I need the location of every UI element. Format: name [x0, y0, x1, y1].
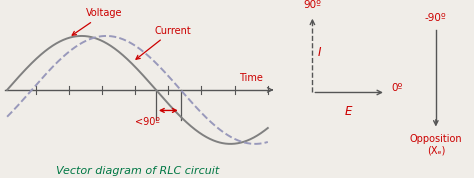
- Text: 0º: 0º: [392, 83, 403, 93]
- Text: 90º: 90º: [303, 0, 321, 10]
- Text: Opposition
(Xₑ): Opposition (Xₑ): [410, 134, 462, 155]
- Text: Time: Time: [239, 74, 263, 83]
- Text: E: E: [345, 105, 353, 118]
- Text: Vector diagram of RLC circuit: Vector diagram of RLC circuit: [56, 166, 219, 176]
- Text: <90º: <90º: [135, 117, 160, 127]
- Text: Voltage: Voltage: [72, 8, 123, 35]
- Text: I: I: [318, 46, 321, 59]
- Text: Current: Current: [136, 26, 191, 59]
- Text: -90º: -90º: [425, 13, 447, 23]
